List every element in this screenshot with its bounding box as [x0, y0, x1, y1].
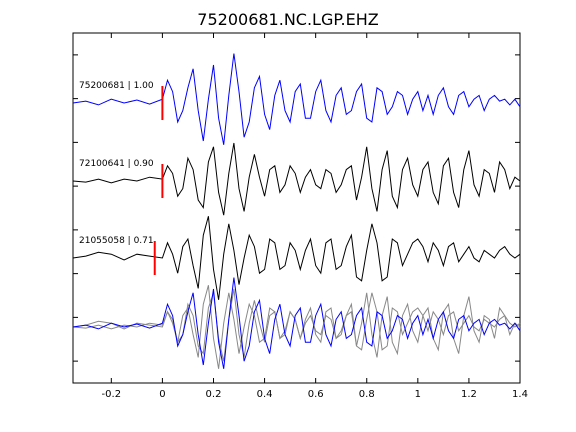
- x-tick-label: 1.4: [512, 389, 528, 400]
- x-tick-label: 1: [415, 389, 421, 400]
- trace-label: 75200681 | 1.00: [79, 81, 154, 91]
- trace-group: 75200681 | 1.00 72100641 | 0.90 21055058 |…: [72, 53, 521, 300]
- x-tick-label: 0.2: [206, 389, 222, 400]
- x-tick-label: -0.2: [102, 389, 122, 400]
- overlay-group: [72, 277, 521, 369]
- x-tick-label: 0.4: [257, 389, 273, 400]
- plot-frame: [72, 32, 521, 384]
- y-axis-ticks: [73, 54, 520, 362]
- trace-line: [72, 216, 521, 300]
- chart-title: 75200681.NC.LGP.EHZ: [197, 10, 378, 29]
- x-tick-label: 0: [159, 389, 165, 400]
- overlay-trace-line: [72, 285, 521, 369]
- trace-label: 72100641 | 0.90: [79, 159, 154, 169]
- trace-line: [72, 53, 521, 145]
- overlay-trace-line: [72, 277, 521, 369]
- x-axis-ticks: -0.2 0 0.2 0.4 0.6 0.8 1 1.2 1.4: [102, 33, 528, 400]
- x-tick-label: 1.2: [461, 389, 477, 400]
- x-tick-label: 0.6: [308, 389, 324, 400]
- trace-line: [72, 142, 521, 216]
- x-tick-label: 0.8: [359, 389, 375, 400]
- trace-label: 21055058 | 0.71: [79, 236, 154, 246]
